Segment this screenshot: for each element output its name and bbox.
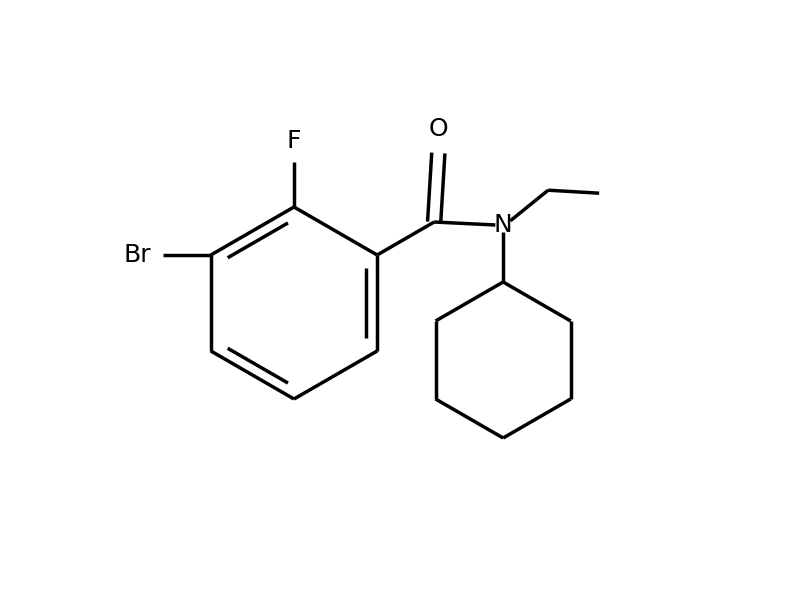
Text: F: F bbox=[287, 129, 301, 153]
Text: Br: Br bbox=[123, 243, 151, 267]
Text: O: O bbox=[428, 117, 448, 141]
Text: N: N bbox=[494, 213, 513, 237]
